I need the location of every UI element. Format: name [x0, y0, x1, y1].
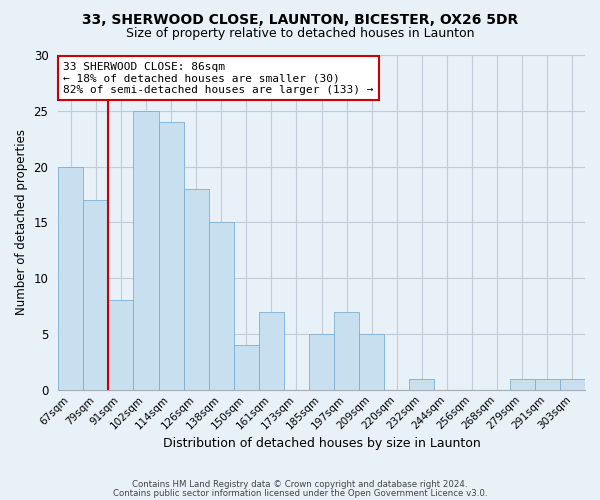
Bar [510, 378, 535, 390]
Text: 33, SHERWOOD CLOSE, LAUNTON, BICESTER, OX26 5DR: 33, SHERWOOD CLOSE, LAUNTON, BICESTER, O… [82, 12, 518, 26]
Bar [359, 334, 384, 390]
Bar [560, 378, 585, 390]
Bar [535, 378, 560, 390]
Bar [133, 111, 158, 390]
X-axis label: Distribution of detached houses by size in Launton: Distribution of detached houses by size … [163, 437, 481, 450]
Text: Size of property relative to detached houses in Launton: Size of property relative to detached ho… [126, 28, 474, 40]
Bar [58, 166, 83, 390]
Bar [234, 345, 259, 390]
Bar [334, 312, 359, 390]
Bar [409, 378, 434, 390]
Y-axis label: Number of detached properties: Number of detached properties [15, 130, 28, 316]
Text: Contains HM Land Registry data © Crown copyright and database right 2024.: Contains HM Land Registry data © Crown c… [132, 480, 468, 489]
Bar [109, 300, 133, 390]
Bar [209, 222, 234, 390]
Bar [184, 189, 209, 390]
Bar [158, 122, 184, 390]
Bar [309, 334, 334, 390]
Bar [259, 312, 284, 390]
Bar [83, 200, 109, 390]
Text: Contains public sector information licensed under the Open Government Licence v3: Contains public sector information licen… [113, 488, 487, 498]
Text: 33 SHERWOOD CLOSE: 86sqm
← 18% of detached houses are smaller (30)
82% of semi-d: 33 SHERWOOD CLOSE: 86sqm ← 18% of detach… [64, 62, 374, 95]
